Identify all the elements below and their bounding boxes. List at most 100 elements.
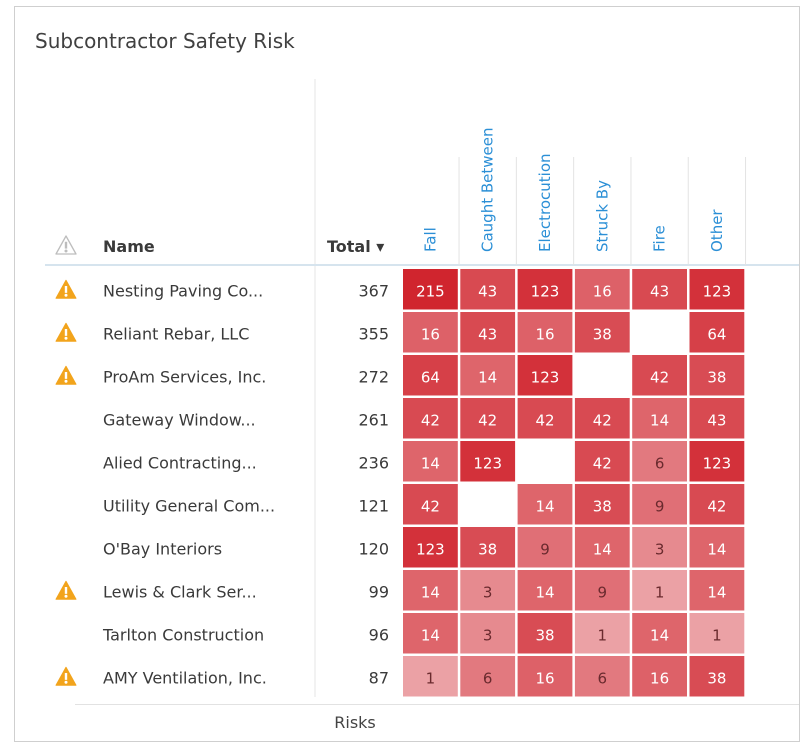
heatmap-cell[interactable] bbox=[632, 656, 687, 697]
heatmap-cell[interactable] bbox=[574, 656, 630, 697]
column-header-electrocution[interactable]: Electrocution bbox=[536, 153, 554, 252]
heatmap-cell[interactable] bbox=[403, 656, 458, 697]
heatmap-cell-label: 16 bbox=[421, 325, 440, 343]
heatmap-cell-label: 123 bbox=[703, 282, 732, 300]
heatmap-cell[interactable] bbox=[689, 398, 745, 439]
heatmap-cell-label: 43 bbox=[650, 282, 669, 300]
heatmap-cell[interactable] bbox=[403, 398, 458, 439]
heatmap-cell[interactable] bbox=[517, 527, 573, 568]
heatmap-cell-label: 42 bbox=[478, 411, 497, 429]
heatmap-cell-label: 3 bbox=[655, 540, 665, 558]
heatmap-cell-label: 9 bbox=[655, 497, 665, 515]
row-name[interactable]: Tarlton Construction bbox=[102, 625, 264, 644]
column-header-fire[interactable]: Fire bbox=[651, 225, 669, 252]
heatmap-cell[interactable] bbox=[574, 527, 630, 568]
heatmap-cell[interactable] bbox=[689, 269, 745, 310]
heatmap-cell-label: 14 bbox=[421, 583, 440, 601]
heatmap-cell[interactable] bbox=[689, 656, 745, 697]
heatmap-cell[interactable] bbox=[460, 312, 516, 353]
heatmap-cell[interactable] bbox=[403, 355, 458, 396]
warning-icon bbox=[55, 279, 77, 299]
heatmap-cell[interactable] bbox=[460, 269, 516, 310]
row-name[interactable]: AMY Ventilation, Inc. bbox=[103, 668, 267, 687]
heatmap-cell-label: 1 bbox=[598, 626, 608, 644]
heatmap-cell[interactable] bbox=[689, 527, 745, 568]
total-column-header[interactable]: Total ▾ bbox=[327, 237, 384, 256]
column-header-caught-between[interactable]: Caught Between bbox=[479, 128, 497, 252]
row-name[interactable]: Gateway Window... bbox=[103, 410, 256, 429]
heatmap-cell-label: 14 bbox=[593, 540, 612, 558]
heatmap-cell-empty bbox=[460, 484, 516, 525]
row-name[interactable]: Alied Contracting... bbox=[103, 453, 257, 472]
heatmap-cell[interactable] bbox=[574, 312, 630, 353]
column-header-other[interactable]: Other bbox=[708, 209, 726, 252]
heatmap-cell-label: 123 bbox=[416, 540, 445, 558]
heatmap-cell[interactable] bbox=[632, 269, 687, 310]
column-header-struck-by[interactable]: Struck By bbox=[593, 180, 611, 252]
heatmap-cell[interactable] bbox=[689, 613, 745, 654]
heatmap-cell[interactable] bbox=[517, 656, 573, 697]
heatmap-cell[interactable] bbox=[689, 312, 745, 353]
heatmap-cell-label: 14 bbox=[707, 540, 726, 558]
heatmap-cell[interactable] bbox=[460, 527, 516, 568]
name-column-header[interactable]: Name bbox=[103, 237, 155, 256]
heatmap-cell[interactable] bbox=[632, 570, 687, 611]
heatmap-cell-label: 6 bbox=[598, 669, 608, 687]
heatmap-cell[interactable] bbox=[689, 355, 745, 396]
heatmap-cell-empty bbox=[517, 441, 573, 482]
heatmap-cell[interactable] bbox=[574, 398, 630, 439]
row-name[interactable]: Lewis & Clark Ser... bbox=[103, 582, 257, 601]
heatmap-cell[interactable] bbox=[574, 570, 630, 611]
heatmap-cell[interactable] bbox=[689, 484, 745, 525]
row-name[interactable]: Reliant Rebar, LLC bbox=[103, 324, 249, 343]
heatmap-cell-label: 64 bbox=[421, 368, 440, 386]
heatmap-cell[interactable] bbox=[460, 398, 516, 439]
heatmap-cell[interactable] bbox=[632, 441, 687, 482]
heatmap-cell[interactable] bbox=[460, 613, 516, 654]
heatmap-cell[interactable] bbox=[632, 355, 687, 396]
heatmap-cell[interactable] bbox=[403, 613, 458, 654]
heatmap-cell[interactable] bbox=[689, 441, 745, 482]
heatmap-cell-label: 3 bbox=[483, 626, 493, 644]
heatmap-cell[interactable] bbox=[403, 312, 458, 353]
heatmap-cell[interactable] bbox=[517, 570, 573, 611]
heatmap-cell[interactable] bbox=[517, 484, 573, 525]
heatmap-cell[interactable] bbox=[574, 613, 630, 654]
heatmap-cell[interactable] bbox=[574, 484, 630, 525]
heatmap-cell-label: 38 bbox=[593, 497, 612, 515]
heatmap-cell[interactable] bbox=[403, 441, 458, 482]
heatmap-cell[interactable] bbox=[460, 570, 516, 611]
heatmap-cell-label: 215 bbox=[416, 282, 445, 300]
heatmap-cell[interactable] bbox=[517, 613, 573, 654]
row-name[interactable]: Utility General Com... bbox=[103, 496, 275, 515]
heatmap-cell[interactable] bbox=[403, 527, 458, 568]
heatmap-cell[interactable] bbox=[517, 355, 573, 396]
heatmap-cell[interactable] bbox=[517, 312, 573, 353]
heatmap-cell[interactable] bbox=[632, 484, 687, 525]
heatmap-cell[interactable] bbox=[403, 570, 458, 611]
heatmap-cell-label: 38 bbox=[478, 540, 497, 558]
heatmap-cell[interactable] bbox=[689, 570, 745, 611]
heatmap-cell[interactable] bbox=[460, 355, 516, 396]
heatmap-cell-label: 1 bbox=[655, 583, 665, 601]
heatmap-cell[interactable] bbox=[632, 527, 687, 568]
heatmap-cell[interactable] bbox=[574, 441, 630, 482]
heatmap-cell[interactable] bbox=[403, 269, 458, 310]
warning-icon bbox=[55, 322, 77, 342]
heatmap-cell-label: 43 bbox=[478, 325, 497, 343]
heatmap-cell[interactable] bbox=[403, 484, 458, 525]
heatmap-cell[interactable] bbox=[517, 398, 573, 439]
heatmap-cell[interactable] bbox=[632, 613, 687, 654]
row-name[interactable]: ProAm Services, Inc. bbox=[103, 367, 266, 386]
x-axis-label: Risks bbox=[334, 713, 376, 732]
column-header-fall[interactable]: Fall bbox=[421, 227, 439, 252]
heatmap-cell[interactable] bbox=[574, 269, 630, 310]
row-total: 120 bbox=[358, 539, 389, 558]
row-name[interactable]: O'Bay Interiors bbox=[103, 539, 222, 558]
row-name[interactable]: Nesting Paving Co... bbox=[103, 281, 263, 300]
heatmap-cell-label: 38 bbox=[593, 325, 612, 343]
heatmap-cell[interactable] bbox=[460, 656, 516, 697]
heatmap-cell[interactable] bbox=[460, 441, 516, 482]
heatmap-cell[interactable] bbox=[632, 398, 687, 439]
heatmap-cell[interactable] bbox=[517, 269, 573, 310]
